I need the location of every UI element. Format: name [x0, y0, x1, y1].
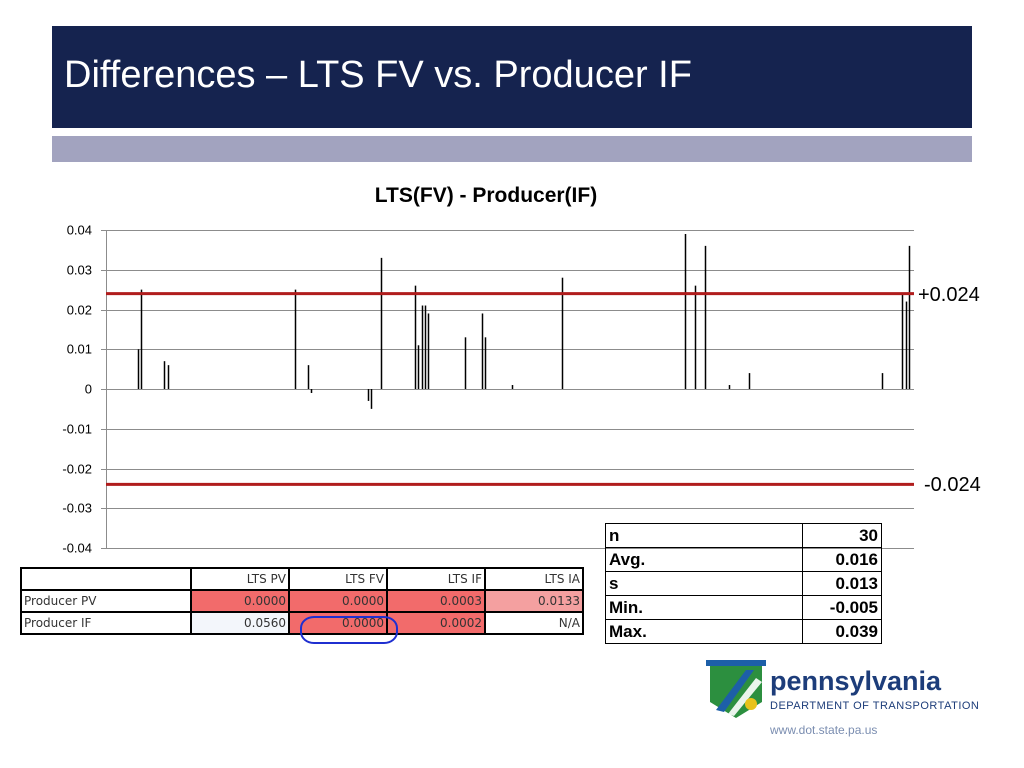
stats-row: Avg. 0.016 [605, 547, 882, 572]
y-tick-label: 0.03 [67, 263, 92, 278]
stats-value: 0.039 [802, 619, 882, 644]
stats-value: 0.016 [802, 547, 882, 572]
comparison-header-cell [20, 567, 192, 591]
stats-key: s [605, 571, 803, 596]
y-tick-label: 0.01 [67, 342, 92, 357]
comparison-cell: 0.0560 [190, 611, 290, 635]
y-tick-label: 0.02 [67, 303, 92, 318]
comparison-cell: N/A [484, 611, 584, 635]
comparison-header-row: LTS PV LTS FV LTS IF LTS IA [20, 567, 584, 591]
stats-key: n [605, 523, 803, 548]
comparison-cell: 0.0000 [288, 589, 388, 613]
stats-row: Min. -0.005 [605, 595, 882, 620]
logo-name: pennsylvania [770, 666, 942, 696]
stats-table: n 30 Avg. 0.016 s 0.013 Min. -0.005 Max. 0.03… [605, 523, 882, 644]
chart-title: LTS(FV) - Producer(IF) [374, 184, 598, 207]
comparison-header-cell: LTS FV [288, 567, 388, 591]
slide-title: Differences – LTS FV vs. Producer IF [64, 54, 692, 96]
title-underline-bar [52, 136, 972, 162]
stats-value: 30 [802, 523, 882, 548]
comparison-cell: 0.0003 [386, 589, 486, 613]
logo-department: DEPARTMENT OF TRANSPORTATION [770, 700, 980, 712]
stats-key: Min. [605, 595, 803, 620]
stats-key: Max. [605, 619, 803, 644]
comparison-header-cell: LTS IA [484, 567, 584, 591]
y-tick-label: -0.01 [62, 422, 92, 437]
highlight-circle [300, 616, 398, 644]
stats-value: -0.005 [802, 595, 882, 620]
stats-value: 0.013 [802, 571, 882, 596]
comparison-header-cell: LTS PV [190, 567, 290, 591]
y-tick-label: -0.02 [62, 462, 92, 477]
y-tick-label: 0.04 [67, 223, 92, 238]
y-tick-label: -0.04 [62, 541, 92, 556]
logo-url[interactable]: www.dot.state.pa.us [770, 723, 878, 737]
comparison-row: Producer PV 0.0000 0.0000 0.0003 0.0133 [20, 589, 584, 613]
keystone-logo-icon [706, 660, 766, 718]
comparison-cell: 0.0002 [386, 611, 486, 635]
comparison-row-label: Producer PV [20, 589, 192, 613]
comparison-row-label: Producer IF [20, 611, 192, 635]
comparison-header-cell: LTS IF [386, 567, 486, 591]
upper-threshold-label: +0.024 [918, 284, 980, 306]
stats-row: Max. 0.039 [605, 619, 882, 644]
stats-row: s 0.013 [605, 571, 882, 596]
stats-key: Avg. [605, 547, 803, 572]
y-tick-label: -0.03 [62, 501, 92, 516]
comparison-cell: 0.0133 [484, 589, 584, 613]
comparison-cell: 0.0000 [190, 589, 290, 613]
y-tick-label: 0 [85, 382, 92, 397]
stats-row: n 30 [605, 523, 882, 548]
lower-threshold-label: -0.024 [924, 474, 981, 496]
title-bar: Differences – LTS FV vs. Producer IF [52, 26, 972, 128]
